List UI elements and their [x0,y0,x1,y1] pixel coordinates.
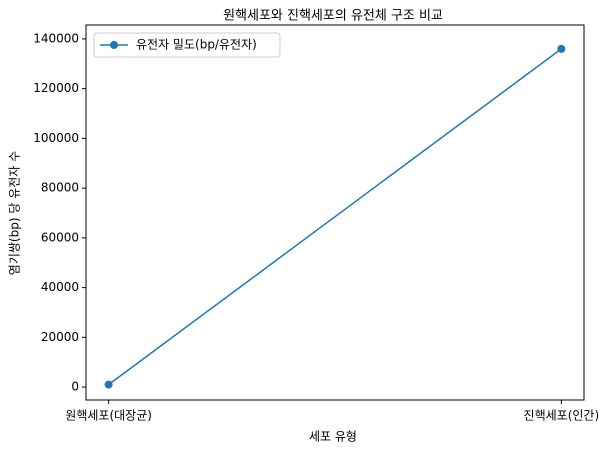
y-tick-label: 140000 [33,31,79,45]
line [108,48,562,386]
y-tick-label: 100000 [33,131,79,145]
y-tick-label: 60000 [41,230,79,244]
y-tick-label: 80000 [41,181,79,195]
marker [104,380,113,389]
x-tick-label: 원핵세포(대장균) [65,409,152,423]
legend-label: 유전자 밀도(bp/유전자) [136,38,257,52]
x-axis-label: 세포 유형 [309,430,357,444]
legend-box [93,32,281,58]
marker [557,44,566,53]
y-tick-label: 20000 [41,330,79,344]
y-tick-label: 0 [71,380,79,394]
y-tick-label: 40000 [41,280,79,294]
y-axis-label: 염기쌍(bp) 당 유전자 수 [8,151,22,275]
plot-area [85,24,585,401]
chart-title: 원핵세포와 진핵세포의 유전체 구조 비교 [223,9,443,24]
y-tick-label: 120000 [33,81,79,95]
x-tick-label: 진핵세포(인간) [524,409,600,423]
legend-marker [110,41,118,49]
